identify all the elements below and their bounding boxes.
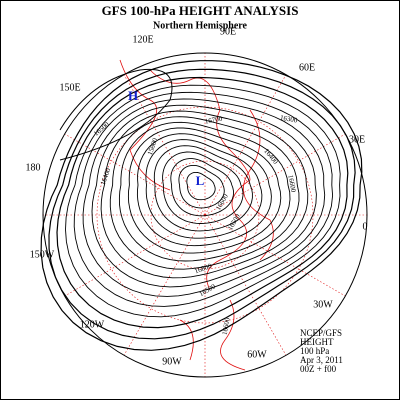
info-line: 00Z + f00	[300, 364, 337, 374]
lon-label: 30E	[349, 134, 365, 145]
subtitle: Northern Hemisphere	[153, 20, 248, 31]
meridian	[123, 214, 206, 356]
contour	[48, 68, 356, 340]
contour	[170, 158, 235, 217]
contour-label: 16300	[279, 114, 298, 125]
contour-label: 16600	[221, 317, 232, 336]
lon-label: 120E	[132, 34, 153, 45]
lon-label: 60E	[299, 62, 315, 73]
info-line: 100 hPa	[300, 346, 329, 356]
lon-label: 60W	[247, 349, 267, 360]
lon-label: 120W	[80, 319, 105, 330]
info-line: NCEP/GFS	[300, 328, 342, 338]
contour-label: 16600	[286, 174, 297, 193]
lon-label: 150W	[30, 249, 55, 260]
contour	[65, 84, 341, 318]
lon-label: 90E	[220, 26, 236, 37]
title: GFS 100-hPa HEIGHT ANALYSIS	[102, 3, 299, 18]
contour	[178, 164, 225, 209]
contour	[153, 145, 253, 232]
contour-label: 16700	[204, 115, 223, 126]
contour	[59, 68, 173, 161]
latitude-circle	[150, 160, 260, 270]
longitude-labels: 90E 60E 30E 0 30W 60W 90W 120W 150W 180 …	[26, 26, 368, 367]
info-line: Apr 3, 2011	[300, 355, 343, 365]
coastline	[119, 59, 274, 371]
lon-label: 150E	[59, 82, 80, 93]
contour	[91, 104, 317, 288]
contour	[145, 139, 263, 239]
meridian	[204, 214, 287, 356]
meridian	[64, 133, 206, 216]
lon-label: 0	[363, 221, 368, 232]
contours	[40, 60, 363, 351]
contour	[82, 98, 326, 297]
contour	[136, 133, 272, 247]
map-boundary	[42, 52, 368, 378]
lon-label: 90W	[162, 356, 182, 367]
contour	[56, 76, 349, 329]
meridian	[204, 133, 346, 216]
coastlines	[119, 59, 274, 371]
lon-label: 180	[26, 162, 41, 173]
meridian	[64, 214, 206, 297]
contour	[127, 127, 282, 254]
lon-label: 30W	[313, 299, 333, 310]
contour	[118, 121, 291, 262]
low-center: L	[196, 173, 205, 188]
info-block: NCEP/GFS HEIGHT 100 hPa Apr 3, 2011 00Z …	[300, 328, 343, 374]
meridian	[204, 214, 346, 297]
high-center: H	[128, 88, 138, 103]
contour	[162, 151, 244, 224]
meridian	[204, 74, 287, 216]
info-line: HEIGHT	[300, 337, 334, 347]
contour	[109, 116, 300, 270]
contour	[73, 91, 334, 307]
contour	[100, 110, 309, 279]
contour	[186, 171, 216, 201]
contour	[40, 60, 363, 351]
